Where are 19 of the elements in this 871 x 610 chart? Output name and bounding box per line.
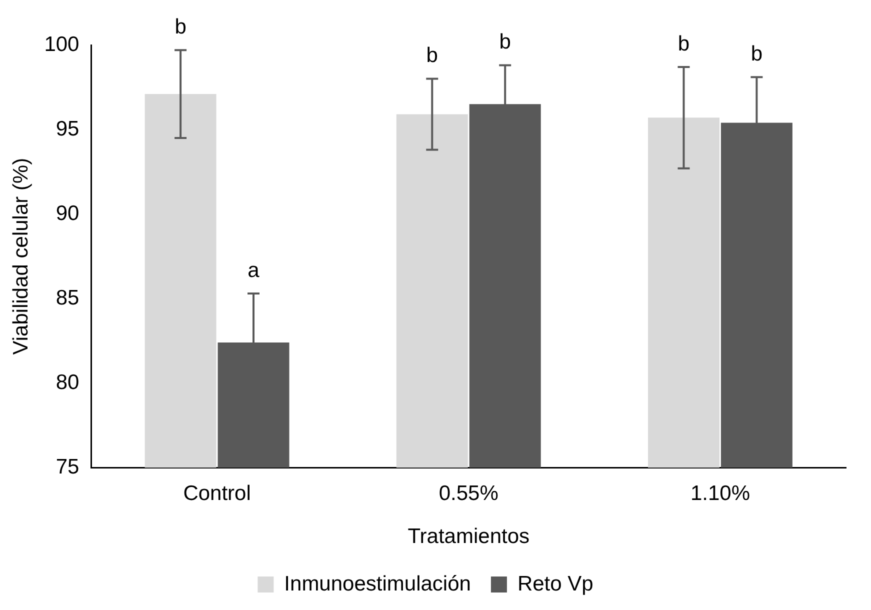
annotation: a bbox=[248, 258, 260, 282]
y-tick-label: 100 bbox=[44, 32, 80, 56]
x-tick-label: 0.55% bbox=[438, 482, 498, 505]
annotation: b bbox=[426, 44, 438, 68]
x-tick-label: 1.10% bbox=[690, 482, 750, 505]
legend-label: Reto Vp bbox=[517, 572, 594, 596]
y-tick-label: 85 bbox=[56, 286, 80, 310]
y-tick-label: 90 bbox=[56, 202, 80, 225]
legend-label: Inmunoestimulación bbox=[284, 572, 471, 596]
y-tick-label: 80 bbox=[56, 370, 80, 394]
x-axis-title: Tratamientos bbox=[408, 525, 530, 548]
annotation: b bbox=[678, 32, 690, 56]
y-axis-title: Viabilidad celular (%) bbox=[9, 158, 32, 355]
annotation: b bbox=[750, 42, 763, 66]
x-tick-label: Control bbox=[183, 482, 251, 505]
text: b bbox=[174, 15, 186, 38]
y-tick-label: 75 bbox=[56, 455, 80, 478]
annotation: b bbox=[499, 30, 511, 54]
y-tick-label: 95 bbox=[56, 117, 80, 140]
